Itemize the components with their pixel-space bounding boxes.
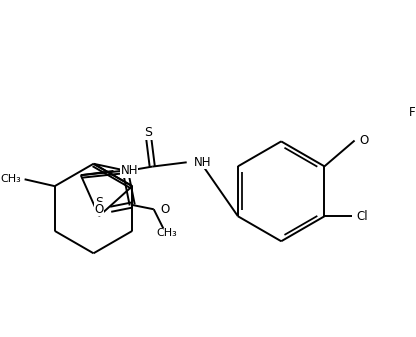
Text: CH₃: CH₃ bbox=[156, 228, 177, 238]
Text: O: O bbox=[359, 134, 368, 147]
Text: S: S bbox=[144, 126, 152, 139]
Text: Cl: Cl bbox=[357, 210, 368, 223]
Text: O: O bbox=[161, 203, 170, 216]
Text: F: F bbox=[409, 105, 416, 119]
Text: S: S bbox=[95, 196, 103, 209]
Text: NH: NH bbox=[193, 156, 211, 169]
Text: CH₃: CH₃ bbox=[0, 174, 21, 184]
Text: NH: NH bbox=[120, 164, 138, 177]
Text: O: O bbox=[94, 203, 104, 216]
